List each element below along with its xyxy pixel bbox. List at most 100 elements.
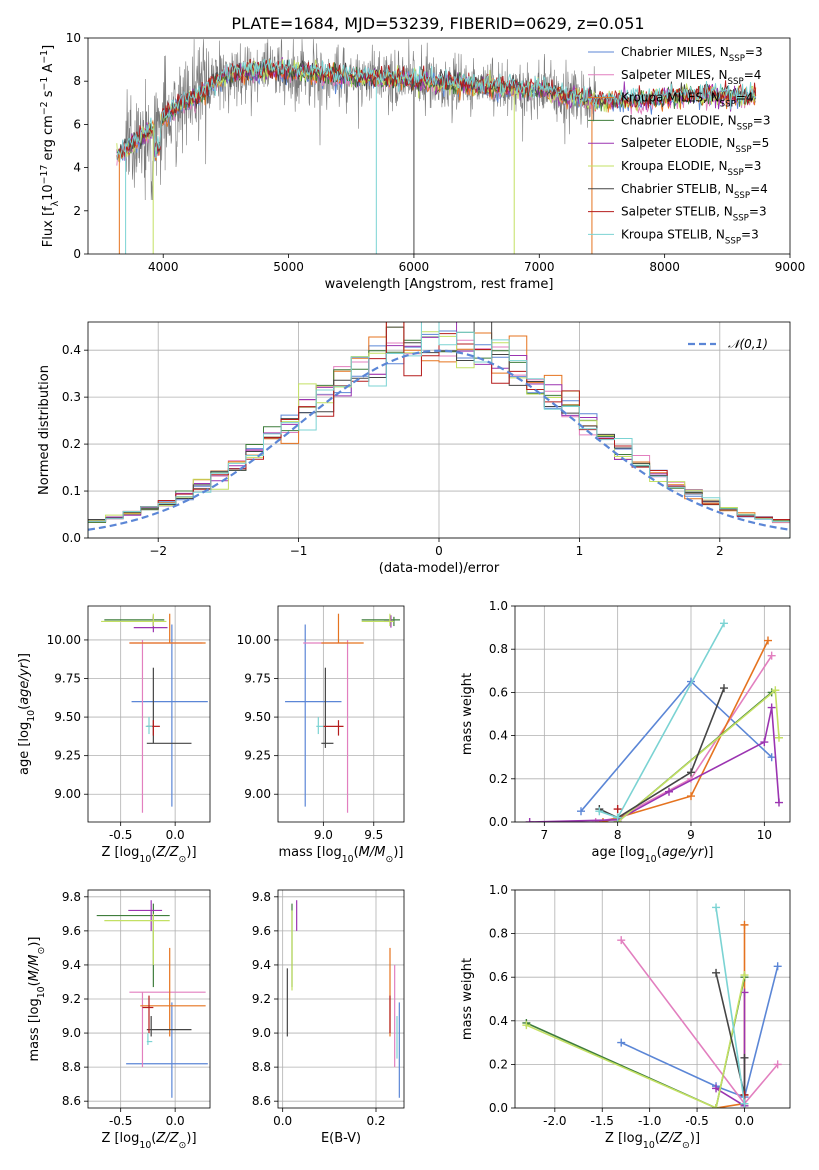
y-tick-label: 1.0 [489,883,508,897]
weight-line [715,907,746,1104]
legend-entry: Kroupa MILES, NSSP=4 [621,91,754,110]
x-tick-label: -0.5 [109,1114,132,1128]
y-tick-label: 8.6 [62,1094,81,1108]
x-tick-label: 5000 [273,260,304,274]
axes-frame [87,37,791,255]
weight-line [529,707,780,822]
errorbar-point-5 [101,613,167,627]
weight-series-2 [599,636,772,822]
x-tick-label: 0.0 [735,1114,754,1128]
x-axis-label: mass [log10(M/M⊙)] [279,845,404,865]
y-tick-label: 0.0 [62,531,81,545]
weight-marker [740,1099,749,1108]
x-tick-label: 7 [541,828,549,842]
weight-marker [687,792,695,801]
y-tick-label: 9.8 [62,890,81,904]
age-vs-Z-plot-area [101,613,208,813]
y-tick-label: 9.4 [252,958,271,972]
x-axis-label: (data-model)/error [379,561,500,576]
weight-marker [522,1021,531,1030]
axes-frame [514,605,791,823]
errorbar-point-5 [361,613,394,627]
weight-marker [577,807,585,816]
y-tick-label: 9.8 [252,890,271,904]
y-tick-label: 8.8 [62,1060,81,1074]
errorbar-point-8 [146,1033,153,1045]
y-tick-label: 0.2 [489,1057,508,1071]
x-tick-label: 9.5 [364,828,383,842]
x-tick-label: 9.0 [314,828,333,842]
y-tick-label: 0.0 [489,1101,508,1115]
legend-entry: 𝒩(0,1) [728,337,768,351]
errorbar-point-6 [146,1016,192,1037]
x-tick-label: 9 [687,828,695,842]
y-tick-label: 8.8 [252,1060,271,1074]
y-tick-label: 8 [73,74,81,88]
observed-spectrum [125,39,596,201]
spectrum-legend: Chabrier MILES, NSSP=3 Salpeter MILES, NS… [588,45,770,246]
weight-series-8 [712,903,749,1108]
weight-marker [740,971,749,980]
legend-entry: Kroupa ELODIE, NSSP=3 [621,159,761,178]
y-tick-label: 8.6 [252,1094,271,1108]
weight-series-3 [522,973,749,1108]
x-tick-label: 0 [435,544,443,558]
weight-marker [665,787,673,796]
errorbar-point-0 [131,624,208,807]
weight-marker [760,738,769,747]
weight-marker [617,1038,626,1047]
errorbar-point-1 [129,639,203,813]
weight-marker [775,798,783,807]
weight-marker [773,1060,782,1069]
weight-series-1 [591,651,776,822]
x-tick-label: 9000 [775,260,806,274]
x-tick-label: -1.0 [638,1114,661,1128]
weight-vs-age-panel: 7 8 9 10 0.0 0.2 0.4 0.6 0.8 1.0 mass weight age [l… [460,599,791,865]
x-tick-label: -1.5 [591,1114,614,1128]
weight-marker [595,807,604,816]
axes-frame [514,889,791,1109]
y-tick-label: 0.2 [62,437,81,451]
weight-marker [712,968,721,977]
figure-title: PLATE=1684, MJD=53239, FIBERID=0629, z=0… [231,14,644,33]
y-tick-label: 9.75 [244,672,271,686]
errorbar-point-4 [128,900,163,931]
weight-series-0 [577,677,776,816]
weight-line [620,966,779,1099]
weight-marker [773,962,782,971]
weight-marker [712,1084,721,1093]
x-tick-label: 2 [716,544,724,558]
mass-vs-Z-plot-area [96,900,208,1098]
weight-series-0 [617,962,782,1102]
mass-vs-EBV-plot-area [286,900,400,1098]
weight-series-7 [613,805,622,814]
weight-marker [764,636,772,645]
y-tick-label: 9.4 [62,958,81,972]
y-tick-label: 0.6 [489,970,508,984]
age-vs-mass-plot-area [285,613,400,813]
spectrum-panel: 4000 5000 6000 7000 8000 9000 0 2 4 6 8 10 wavelengt… [39,31,806,292]
legend-entry: Kroupa STELIB, NSSP=3 [621,227,759,246]
y-tick-label: 9.2 [62,992,81,1006]
mass-vs-Z-panel: -0.5 0.0 8.6 8.8 9.0 9.2 9.4 9.6 9.8 Z [log10(Z/Z… [27,889,211,1151]
axes-frame [277,889,405,1109]
y-tick-label: 10.00 [237,633,271,647]
weight-line [580,680,773,812]
x-tick-label: 0.0 [273,1114,292,1128]
y-tick-label: 9.50 [244,710,271,724]
y-tick-label: 0.4 [489,729,508,743]
weight-line [598,687,725,819]
errorbar-point-4 [133,615,168,633]
x-tick-label: 0.0 [166,1114,185,1128]
y-tick-label: 9.0 [252,1026,271,1040]
y-tick-label: 9.75 [54,672,81,686]
y-tick-label: 9.2 [252,992,271,1006]
weight-marker [771,686,780,695]
x-tick-label: -0.5 [685,1114,708,1128]
weight-marker [617,936,626,945]
weight-series-1 [617,936,782,1108]
x-axis-label: E(B-V) [321,1131,361,1146]
errorbar-point-0 [285,624,342,807]
weight-marker [740,1090,749,1099]
